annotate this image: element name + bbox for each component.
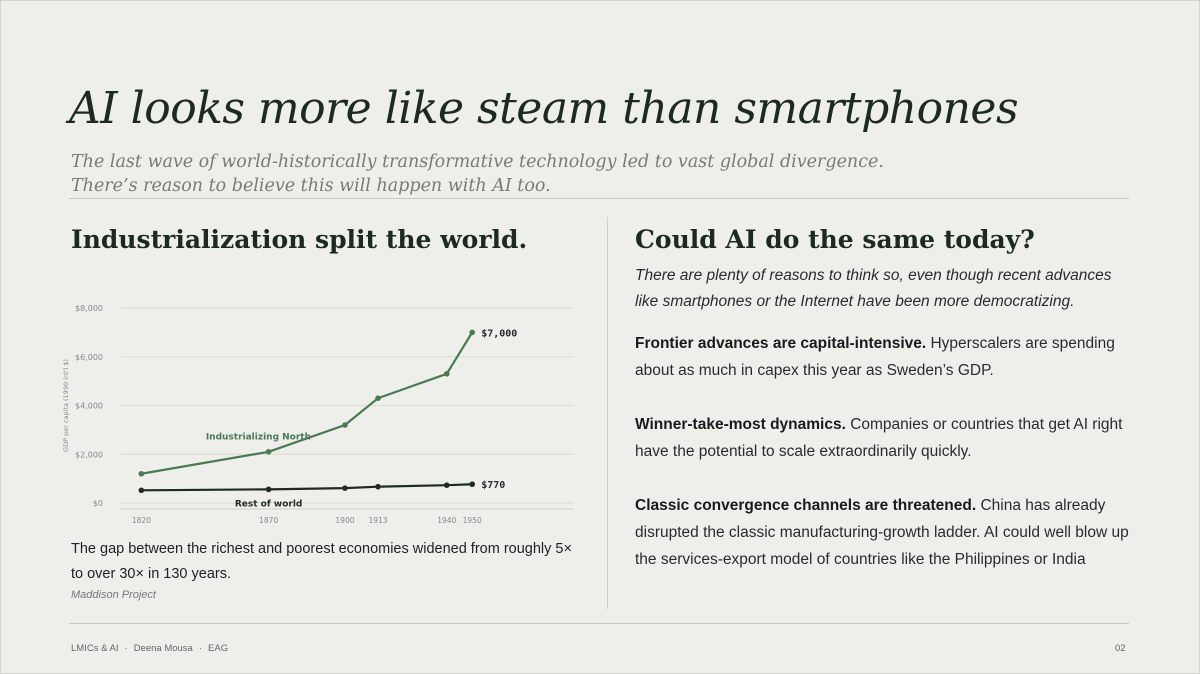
footer-author: Deena Mousa [133,643,193,654]
point-capital-intensive: Frontier advances are capital-intensive.… [635,330,1135,384]
data-point [375,483,381,490]
footer-separator: · [198,643,203,654]
footer-separator: · [124,643,128,654]
x-tick-label: 1940 [437,516,456,525]
point-convergence-threatened: Classic convergence channels are threate… [635,492,1135,573]
footer-deck: LMICs & AI [71,643,119,654]
slide-subtitle: The last wave of world-historically tran… [71,150,1071,198]
y-tick-label: $8,000 [75,304,103,313]
data-point [265,486,272,493]
data-point [469,329,476,336]
data-point [443,371,450,377]
point-text: China has already disrupted the classic … [635,497,1129,568]
series-line [141,483,473,492]
data-point [265,449,272,455]
y-tick-label: $0 [93,499,103,508]
left-heading: Industrialization split the world. [71,225,528,254]
top-divider [69,198,1129,199]
chart-caption: The gap between the richest and poorest … [71,541,572,582]
x-tick-label: 1900 [335,516,354,525]
point-text: Hyperscalers are spending about as much … [635,335,1115,379]
data-point [138,470,145,477]
x-tick-label: 1820 [132,516,151,525]
point-text: Companies or countries that get AI right… [635,416,1123,460]
subtitle-line-2: There’s reason to believe this will happ… [71,176,551,196]
data-point [342,422,348,428]
data-point [342,485,348,491]
y-tick-label: $2,000 [75,450,103,459]
footer-event: EAG [208,643,229,654]
y-tick-label: $6,000 [75,353,103,362]
point-title: Winner-take-most dynamics. [635,416,846,433]
series-label: Industrializing North [206,433,311,443]
data-point [375,395,381,401]
y-tick-label: $4,000 [75,402,103,411]
series-label: Rest of world [235,500,303,510]
right-heading: Could AI do the same today? [635,225,1035,254]
data-point [469,481,476,488]
right-intro: There are plenty of reasons to think so,… [635,267,1112,310]
gdp-line-chart: $0 $2,000 $4,000 $6,000 $8,000 1820 1870 1900 19… [62,304,574,525]
subtitle-line-1: The last wave of world-historically tran… [71,152,884,172]
column-divider [607,217,608,609]
footer-meta: LMICs & AI · Deena Mousa · EAG [71,643,228,654]
x-tick-label: 1870 [259,516,278,525]
x-tick-label: 1913 [368,516,387,525]
data-point [138,487,145,494]
end-value-label: $770 [481,480,505,491]
x-tick-label: 1950 [463,516,482,525]
slide-title: AI looks more like steam than smartphone… [69,83,1019,134]
end-value-label: $7,000 [481,328,517,339]
point-winner-take-most: Winner-take-most dynamics. Companies or … [635,411,1135,465]
chart-source: Maddison Project [71,589,156,601]
point-title: Frontier advances are capital-intensive. [635,335,927,352]
bottom-divider [69,623,1129,624]
point-title: Classic convergence channels are threate… [635,497,977,514]
page-number: 02 [1115,643,1126,654]
data-point [443,482,450,489]
series-line [141,331,474,475]
y-axis-label: GDP per capita (1990 int'l $) [62,359,70,452]
